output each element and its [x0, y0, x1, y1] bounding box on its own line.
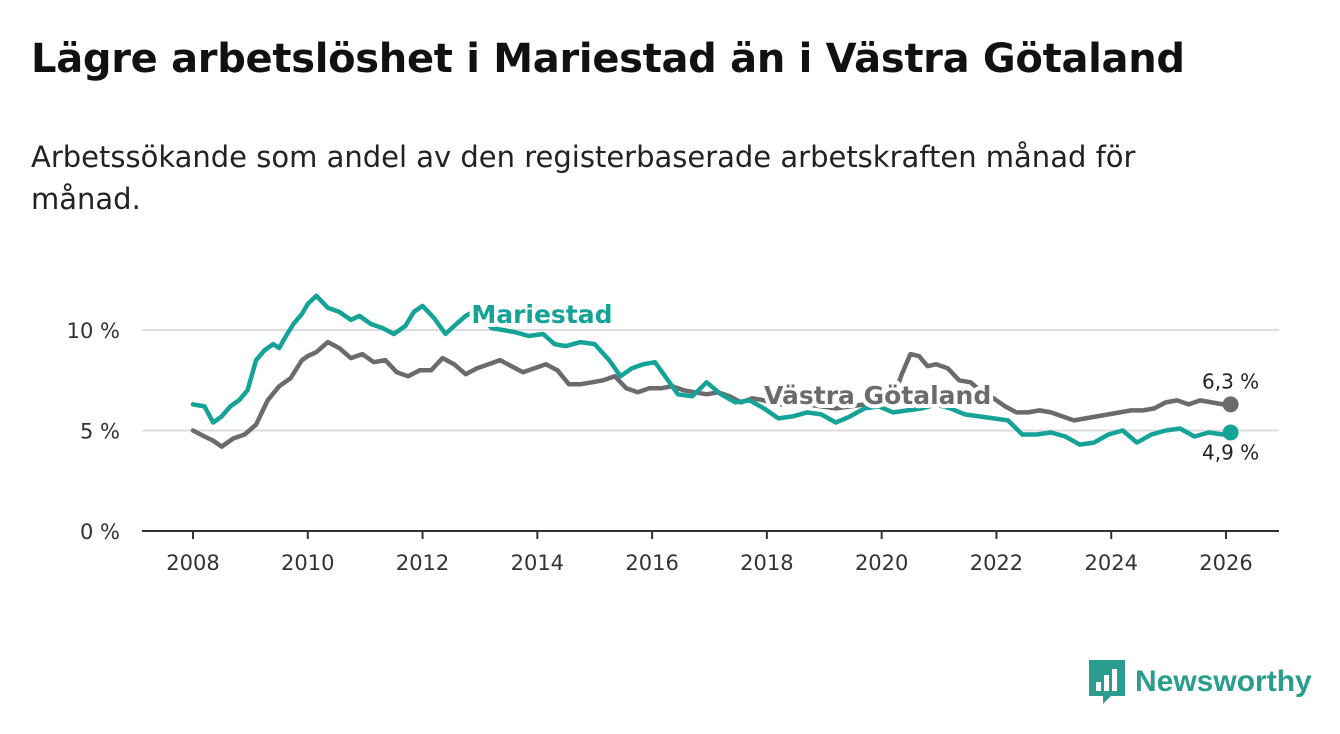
x-tick-label: 2008 — [166, 551, 219, 575]
chart-title: Lägre arbetslöshet i Mariestad än i Väst… — [31, 36, 1185, 82]
end-point-mariestad — [1222, 424, 1239, 441]
chart-subtitle: Arbetssökande som andel av den registerb… — [31, 140, 1136, 216]
y-tick-label: 10 % — [67, 319, 120, 343]
y-tick-label: 0 % — [80, 520, 120, 544]
newsworthy-logo: Newsworthy — [1089, 660, 1312, 704]
series-label-mariestad-halo: Mariestad — [471, 300, 612, 329]
x-tick-label: 2020 — [855, 551, 908, 575]
x-tick-label: 2012 — [396, 551, 449, 575]
series-line-mariestad — [190, 293, 1233, 447]
end-label-mariestad: 4,9 % — [1202, 441, 1259, 465]
y-tick-label: 5 % — [80, 420, 120, 444]
x-tick-label: 2010 — [281, 551, 334, 575]
newsworthy-chart-icon — [1089, 660, 1125, 704]
x-axis: 2008 2010 2012 2014 2016 2018 2020 2022 2024 2026 — [142, 530, 1279, 575]
x-tick-label: 2016 — [625, 551, 678, 575]
x-tick-label: 2024 — [1084, 551, 1137, 575]
gridlines: 0 % 5 % 10 % — [67, 319, 1279, 544]
series-line-vastra-gotaland — [190, 339, 1233, 449]
x-tick-label: 2014 — [511, 551, 564, 575]
series-label-mariestad: Mariestad — [471, 300, 612, 329]
series-layer — [190, 293, 1233, 449]
end-point-vastra-gotaland — [1222, 396, 1239, 413]
end-label-vastra-gotaland: 6,3 % — [1202, 369, 1259, 393]
brand-name: Newsworthy — [1135, 665, 1312, 698]
x-tick-label: 2026 — [1199, 551, 1252, 575]
series-label-vastra-gotaland: Västra Götaland — [764, 381, 991, 410]
series-label-vastra-gotaland-halo: Västra Götaland — [764, 381, 991, 410]
x-tick-label: 2022 — [970, 551, 1023, 575]
x-tick-label: 2018 — [740, 551, 793, 575]
